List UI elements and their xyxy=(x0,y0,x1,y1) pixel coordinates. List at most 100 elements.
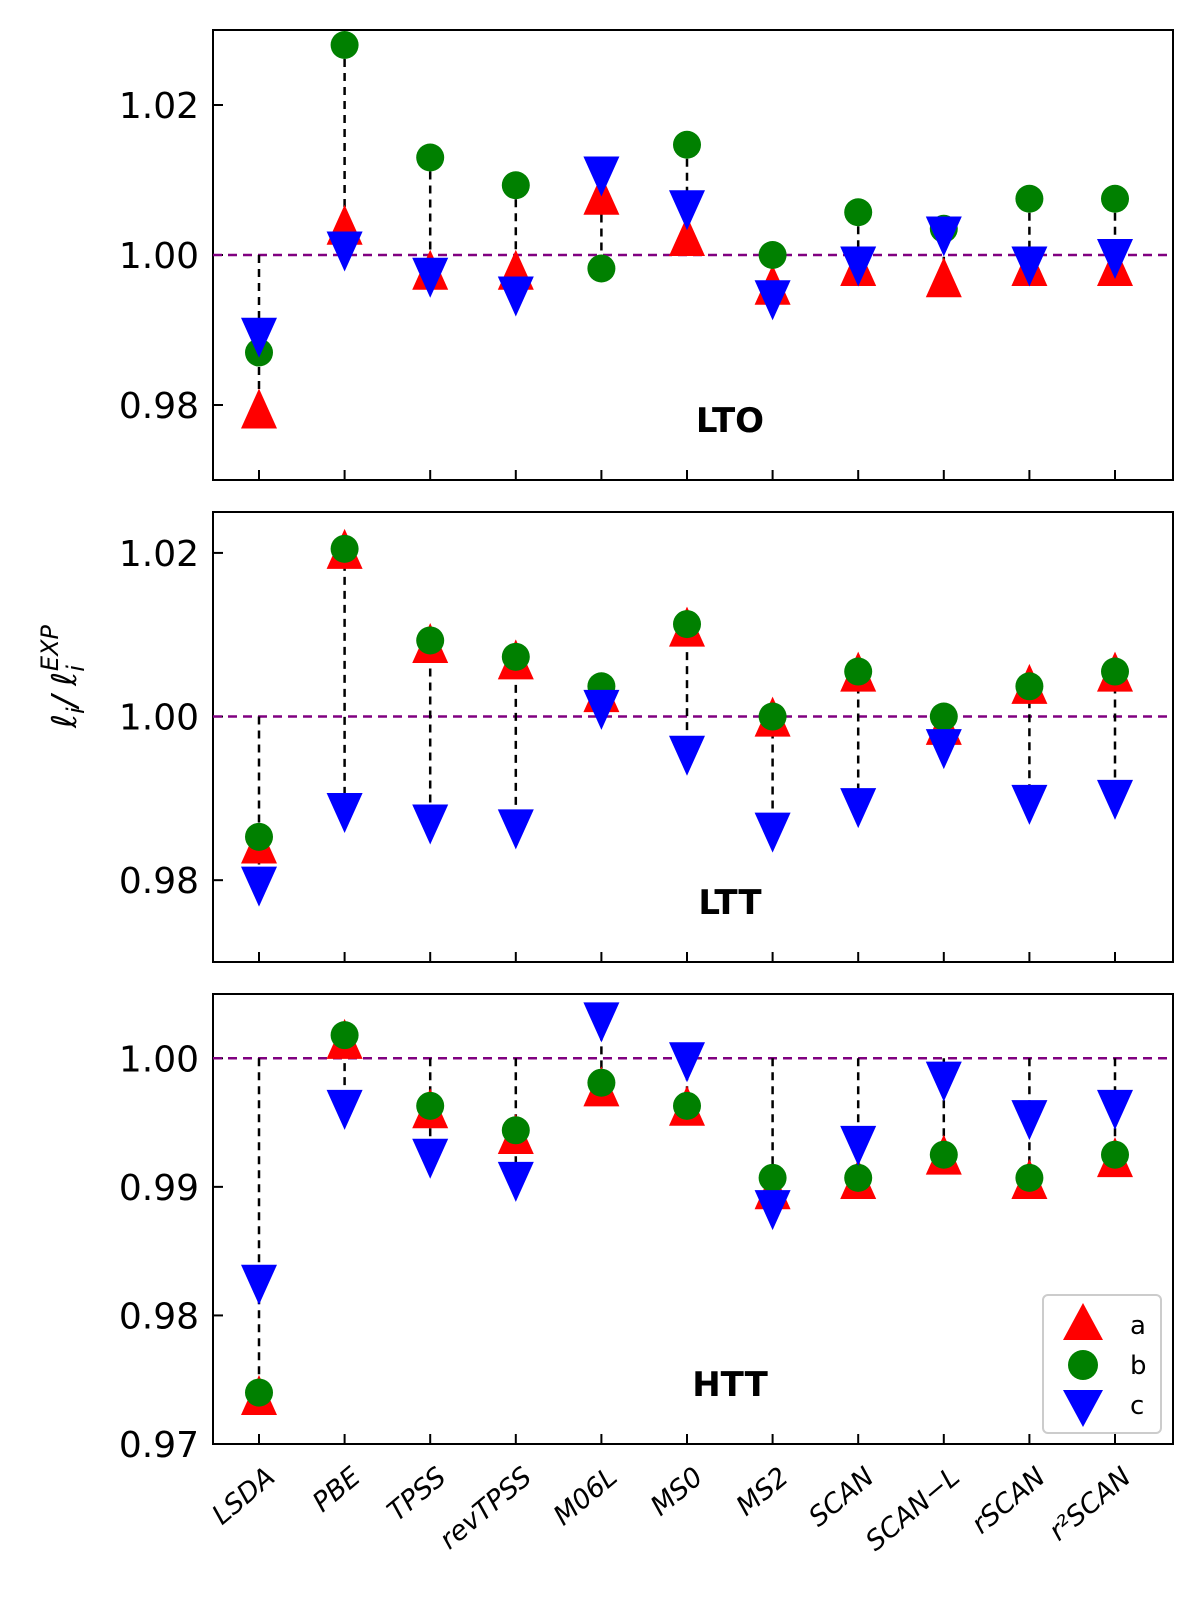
point-htt-b-ms0 xyxy=(673,1091,701,1120)
point-lto-b-ms0 xyxy=(673,130,701,159)
point-lto-c-pbe xyxy=(326,231,363,272)
y-axis-label-sup: EXP xyxy=(36,624,64,671)
point-htt-c-scan-l xyxy=(925,1061,962,1102)
point-htt-b-pbe xyxy=(330,1021,359,1050)
point-htt-c-tpss xyxy=(412,1138,449,1179)
point-lto-b-revtpss xyxy=(501,171,530,200)
point-htt-c-m06l xyxy=(583,1002,620,1043)
y-tick-label: 0.98 xyxy=(119,861,199,902)
point-ltt-c-scan xyxy=(840,788,877,829)
point-htt-b-scan-l xyxy=(929,1140,958,1169)
svg-text:ℓi/ℓiEXP: ℓi/ℓiEXP xyxy=(36,624,90,729)
point-lto-c-rscan xyxy=(1011,246,1048,287)
point-ltt-b-revtpss xyxy=(501,642,530,671)
point-htt-c-lsda xyxy=(241,1264,277,1305)
point-lto-c-ms0 xyxy=(669,190,705,231)
point-htt-b-r-scan xyxy=(1101,1140,1129,1169)
y-axis-label: ℓi/ℓiEXP xyxy=(36,624,90,729)
point-htt-b-lsda xyxy=(245,1378,273,1407)
point-lto-a-scan-l xyxy=(925,257,962,298)
point-ltt-c-tpss xyxy=(412,804,449,845)
y-tick-label: 1.00 xyxy=(119,698,199,739)
point-htt-b-scan xyxy=(844,1163,873,1192)
x-tick-label-ms2: MS2 xyxy=(731,1461,795,1522)
panel-lto: 0.98 1.00 1.02 LTO xyxy=(119,29,1174,481)
y-tick-label: 1.00 xyxy=(119,236,199,277)
panel-ltt: 0.98 1.00 1.02 LTT xyxy=(119,511,1174,963)
point-lto-b-m06l xyxy=(587,254,616,283)
legend-label-a: a xyxy=(1130,1311,1146,1341)
point-lto-b-r-scan xyxy=(1101,184,1129,213)
point-ltt-b-scan-l xyxy=(929,702,958,731)
point-lto-c-scan xyxy=(840,246,877,287)
y-tick-label: 0.97 xyxy=(119,1425,199,1466)
panel-frame xyxy=(212,993,1174,1445)
x-tick-label-pbe: PBE xyxy=(307,1461,367,1518)
point-lto-a-lsda xyxy=(241,388,277,429)
y-axis-label-main: ℓ xyxy=(45,714,85,729)
point-ltt-b-ms2 xyxy=(758,702,787,731)
y-tick-label: 0.99 xyxy=(119,1168,199,1209)
point-ltt-b-scan xyxy=(844,657,873,686)
point-htt-b-m06l xyxy=(587,1068,616,1097)
point-htt-c-ms2 xyxy=(754,1190,791,1231)
point-lto-a-ms0 xyxy=(669,216,705,256)
x-tick-label-ms0: MS0 xyxy=(645,1461,709,1522)
point-ltt-c-scan-l xyxy=(925,729,962,770)
point-htt-c-ms0 xyxy=(669,1042,705,1083)
point-lto-b-rscan xyxy=(1015,184,1044,213)
point-lto-c-r-scan xyxy=(1097,239,1133,279)
point-htt-b-ms2 xyxy=(758,1163,787,1192)
point-lto-c-lsda xyxy=(241,317,277,358)
panel-frame xyxy=(212,511,1174,963)
point-lto-c-revtpss xyxy=(497,276,534,317)
point-ltt-c-ms2 xyxy=(754,812,791,853)
point-lto-b-ms2 xyxy=(758,241,787,269)
point-htt-b-revtpss xyxy=(501,1116,530,1145)
point-ltt-c-m06l xyxy=(583,689,620,730)
point-lto-c-ms2 xyxy=(754,280,791,321)
panels: 0.981.001.02LTO0.981.001.02LTT0.970.980.… xyxy=(119,29,1174,1466)
panel-label: HTT xyxy=(692,1365,768,1405)
panel-label: LTT xyxy=(698,883,762,923)
point-lto-c-tpss xyxy=(412,257,449,298)
y-tick-label: 1.02 xyxy=(119,534,199,575)
x-tick-label-tpss: TPSS xyxy=(382,1461,453,1527)
point-lto-b-scan xyxy=(844,198,873,227)
y-tick-label: 0.98 xyxy=(119,386,199,427)
legend-label-b: b xyxy=(1130,1351,1147,1381)
point-htt-b-tpss xyxy=(416,1091,445,1120)
x-tick-label-m06l: M06L xyxy=(548,1461,624,1531)
legend-label-c: c xyxy=(1130,1391,1144,1421)
y-tick-label: 0.98 xyxy=(119,1296,199,1337)
point-ltt-c-r-scan xyxy=(1097,779,1133,820)
x-tick-label-scan: SCAN xyxy=(803,1461,880,1533)
point-ltt-c-revtpss xyxy=(497,809,534,850)
y-axis-label-sub: i xyxy=(62,707,90,714)
y-tick-label: 1.00 xyxy=(119,1039,199,1080)
point-ltt-b-tpss xyxy=(416,626,445,655)
x-tick-label-revtpss: revTPSS xyxy=(434,1461,538,1555)
point-htt-c-scan xyxy=(840,1125,877,1166)
point-ltt-b-rscan xyxy=(1015,672,1044,701)
point-htt-b-rscan xyxy=(1015,1163,1044,1192)
x-tick-label-r-scan: r²SCAN xyxy=(1043,1461,1137,1547)
point-htt-c-rscan xyxy=(1011,1100,1048,1141)
point-ltt-c-ms0 xyxy=(669,735,705,776)
point-ltt-c-lsda xyxy=(241,866,277,907)
point-lto-b-pbe xyxy=(330,31,359,59)
point-htt-c-revtpss xyxy=(497,1161,534,1202)
point-lto-c-m06l xyxy=(583,156,620,197)
point-htt-c-pbe xyxy=(326,1089,363,1130)
legend-marker-a xyxy=(1063,1303,1103,1340)
point-ltt-c-rscan xyxy=(1011,784,1048,825)
y-tick-label: 1.02 xyxy=(119,86,199,127)
legend: abc xyxy=(1042,1294,1162,1434)
legend-marker-c xyxy=(1063,1390,1103,1427)
point-ltt-b-ms0 xyxy=(673,610,701,639)
legend-marker-b xyxy=(1068,1350,1098,1380)
x-tick-label-scan-l: SCAN−L xyxy=(860,1461,966,1557)
point-htt-c-r-scan xyxy=(1097,1089,1133,1130)
